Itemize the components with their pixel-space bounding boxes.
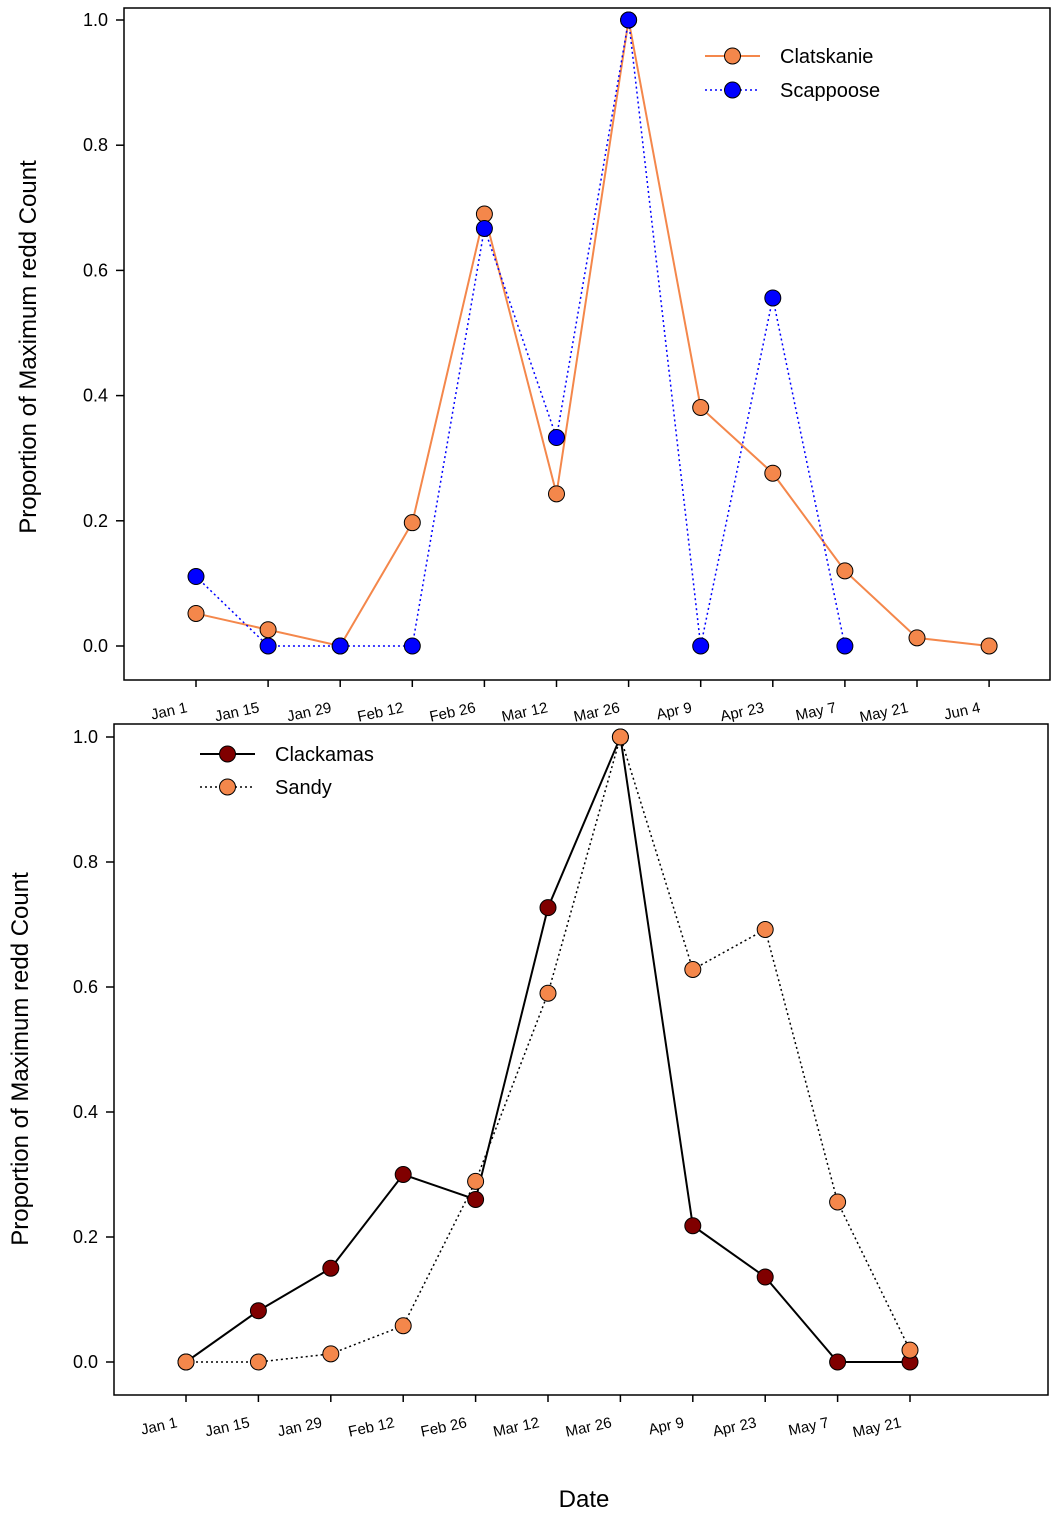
data-point-sandy: [611, 728, 629, 746]
data-point-clackamas: [249, 1302, 267, 1320]
x-tick-label: Feb 26: [419, 1414, 468, 1440]
y-axis-title: Proportion of Maximum redd Count: [7, 872, 34, 1246]
x-tick-label: Feb 26: [428, 699, 477, 725]
data-point-sandy: [829, 1193, 847, 1211]
x-tick-label: Jan 29: [276, 1414, 324, 1440]
y-axis-title: Proportion of Maximum redd Count: [15, 160, 42, 534]
data-point-clatskanie: [548, 485, 565, 503]
data-point-scappoose: [836, 637, 854, 655]
x-tick-label: Apr 9: [655, 699, 694, 723]
x-tick-label: Jun 4: [942, 699, 981, 723]
data-point-scappoose: [187, 568, 205, 586]
data-point-clatskanie: [692, 398, 710, 416]
series-line-scappoose: [195, 19, 846, 647]
data-point-scappoose: [548, 429, 565, 447]
x-axis-title: Date: [559, 1486, 610, 1513]
data-point-scappoose: [331, 637, 349, 655]
data-point-sandy: [249, 1353, 267, 1371]
series-line-clackamas: [185, 733, 910, 1363]
legend-label: Scappoose: [780, 80, 880, 102]
x-tick-label: Jan 29: [285, 699, 333, 725]
x-tick-label: Mar 26: [564, 1414, 613, 1440]
x-tick-label: Jan 1: [139, 1414, 178, 1438]
series-line-clatskanie: [195, 19, 990, 648]
x-tick-label: May 7: [794, 699, 838, 724]
data-point-sandy: [394, 1317, 412, 1335]
data-point-clackamas: [684, 1217, 702, 1235]
data-point-clackamas: [829, 1353, 847, 1371]
legend-label: Clatskanie: [780, 46, 873, 68]
y-tick-label: 0.2: [83, 511, 108, 531]
x-tick-label: Mar 12: [492, 1414, 541, 1440]
data-point-clackamas: [756, 1268, 774, 1286]
x-tick-label: Feb 12: [347, 1414, 396, 1440]
data-point-clatskanie: [908, 629, 926, 647]
data-point-clackamas: [539, 899, 557, 917]
data-point-clatskanie: [259, 621, 277, 639]
legend-marker: [724, 81, 741, 99]
legend-marker: [219, 745, 236, 763]
top-chart-panel: 0.0 0.2 0.4 0.6 0.8 1.0 Jan 1 Jan 15 Jan 29 Feb 1…: [15, 7, 1051, 726]
y-tick-label: 0.4: [83, 386, 108, 406]
y-tick-label: 0.8: [83, 135, 108, 155]
x-tick-label: Feb 12: [356, 699, 405, 725]
data-point-clackamas: [394, 1166, 412, 1183]
data-point-sandy: [467, 1172, 485, 1190]
data-point-sandy: [684, 961, 702, 978]
bottom-chart-panel: 0.0 0.2 0.4 0.6 0.8 1.0 Jan 1 Jan 15 Jan 29 Feb 1…: [7, 723, 1049, 1441]
y-tick-label: 0.8: [73, 852, 98, 872]
y-tick-label: 0.4: [73, 1102, 98, 1122]
data-point-scappoose: [475, 219, 493, 237]
data-point-clatskanie: [403, 514, 421, 532]
data-point-clatskanie: [836, 562, 854, 580]
x-tick-label: Apr 23: [719, 699, 766, 725]
data-point-sandy: [177, 1353, 195, 1371]
data-point-clatskanie: [475, 205, 493, 223]
x-tick-label: Mar 26: [572, 699, 621, 725]
data-point-clackamas: [322, 1259, 340, 1277]
data-point-scappoose: [764, 289, 782, 307]
data-point-sandy: [901, 1341, 919, 1359]
x-tick-label: Apr 9: [647, 1414, 686, 1438]
data-point-clackamas: [467, 1191, 485, 1208]
data-point-sandy: [756, 921, 774, 938]
x-tick-label: May 21: [851, 1414, 903, 1441]
x-tick-label: Apr 23: [711, 1414, 758, 1440]
series-line-sandy: [186, 734, 911, 1363]
data-point-sandy: [322, 1345, 340, 1363]
y-tick-label: 0.2: [73, 1227, 98, 1247]
x-tick-label: May 21: [858, 699, 910, 726]
legend-label: Clackamas: [275, 744, 374, 766]
x-tick-label: Jan 1: [149, 699, 188, 723]
y-tick-label: 0.0: [83, 636, 108, 656]
y-tick-label: 0.6: [73, 977, 98, 997]
legend-marker: [219, 778, 236, 796]
y-tick-label: 1.0: [83, 10, 108, 30]
x-tick-label: Mar 12: [500, 699, 549, 725]
y-tick-label: 0.6: [83, 260, 108, 280]
legend-marker: [724, 47, 741, 65]
plot-frame: [113, 723, 1049, 1396]
data-point-clatskanie: [187, 604, 205, 622]
y-tick-label: 1.0: [73, 727, 98, 747]
data-point-scappoose: [259, 637, 277, 655]
x-tick-label: May 7: [787, 1414, 831, 1439]
legend-label: Sandy: [275, 777, 332, 799]
data-point-scappoose: [692, 637, 710, 655]
plot-frame: [123, 7, 1051, 681]
data-point-scappoose: [620, 11, 638, 29]
data-point-clatskanie: [764, 464, 782, 482]
y-tick-label: 0.0: [73, 1352, 98, 1372]
x-tick-label: Jan 15: [204, 1414, 252, 1440]
data-point-sandy: [539, 984, 557, 1002]
data-point-clatskanie: [980, 637, 998, 655]
data-point-scappoose: [403, 637, 421, 655]
x-tick-label: Jan 15: [213, 699, 261, 725]
